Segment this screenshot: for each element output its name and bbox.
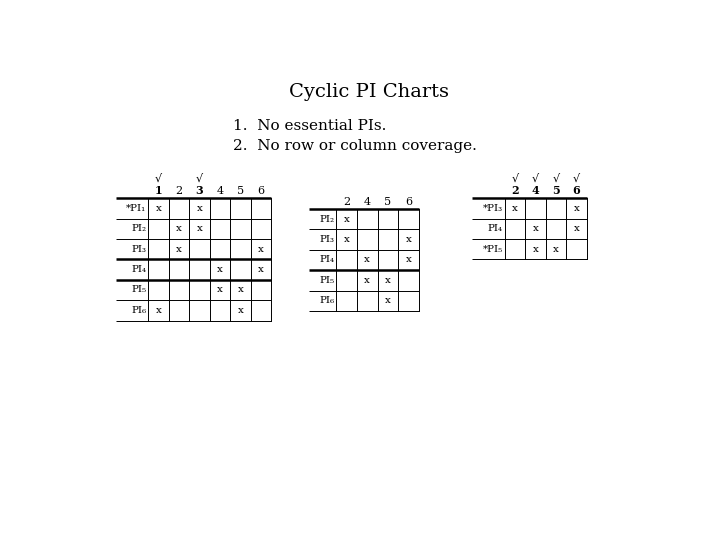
Text: 2: 2 (511, 185, 518, 197)
Text: 4: 4 (364, 197, 371, 207)
Text: x: x (574, 224, 580, 233)
Text: x: x (385, 296, 391, 305)
Text: 2: 2 (343, 197, 351, 207)
Text: *PI₅: *PI₅ (483, 245, 503, 254)
Text: PI₆: PI₆ (320, 296, 335, 305)
Text: x: x (217, 265, 223, 274)
Text: √: √ (155, 173, 162, 183)
Text: 5: 5 (384, 197, 392, 207)
Text: x: x (238, 306, 243, 315)
Text: x: x (197, 204, 202, 213)
Text: *PI₁: *PI₁ (126, 204, 147, 213)
Text: 4: 4 (531, 185, 539, 197)
Text: x: x (533, 245, 539, 254)
Text: PI₂: PI₂ (320, 214, 335, 224)
Text: PI₃: PI₃ (132, 245, 147, 254)
Text: √: √ (552, 173, 559, 183)
Text: √: √ (573, 173, 580, 183)
Text: x: x (574, 204, 580, 213)
Text: PI₄: PI₄ (132, 265, 147, 274)
Text: √: √ (511, 173, 518, 183)
Text: x: x (533, 224, 539, 233)
Text: 2: 2 (176, 186, 182, 196)
Text: 2.  No row or column coverage.: 2. No row or column coverage. (233, 139, 477, 153)
Text: PI₅: PI₅ (320, 276, 335, 285)
Text: x: x (176, 245, 182, 254)
Text: 1.  No essential PIs.: 1. No essential PIs. (233, 119, 387, 133)
Text: 6: 6 (405, 197, 412, 207)
Text: 5: 5 (552, 185, 560, 197)
Text: √: √ (532, 173, 539, 183)
Text: √: √ (196, 173, 203, 183)
Text: x: x (364, 255, 370, 265)
Text: 1: 1 (155, 185, 162, 197)
Text: x: x (553, 245, 559, 254)
Text: 6: 6 (258, 186, 265, 196)
Text: x: x (405, 255, 411, 265)
Text: PI₅: PI₅ (132, 286, 147, 294)
Text: x: x (364, 276, 370, 285)
Text: 6: 6 (572, 185, 580, 197)
Text: x: x (176, 224, 182, 233)
Text: x: x (156, 204, 161, 213)
Text: PI₃: PI₃ (320, 235, 335, 244)
Text: x: x (343, 214, 350, 224)
Text: x: x (385, 276, 391, 285)
Text: x: x (405, 235, 411, 244)
Text: Cyclic PI Charts: Cyclic PI Charts (289, 83, 449, 101)
Text: x: x (258, 265, 264, 274)
Text: x: x (512, 204, 518, 213)
Text: PI₂: PI₂ (132, 224, 147, 233)
Text: x: x (258, 245, 264, 254)
Text: *PI₃: *PI₃ (483, 204, 503, 213)
Text: PI₄: PI₄ (488, 224, 503, 233)
Text: 3: 3 (196, 185, 203, 197)
Text: x: x (343, 235, 350, 244)
Text: x: x (197, 224, 202, 233)
Text: 5: 5 (237, 186, 244, 196)
Text: 4: 4 (217, 186, 224, 196)
Text: x: x (156, 306, 161, 315)
Text: x: x (217, 286, 223, 294)
Text: PI₆: PI₆ (132, 306, 147, 315)
Text: PI₄: PI₄ (320, 255, 335, 265)
Text: x: x (238, 286, 243, 294)
